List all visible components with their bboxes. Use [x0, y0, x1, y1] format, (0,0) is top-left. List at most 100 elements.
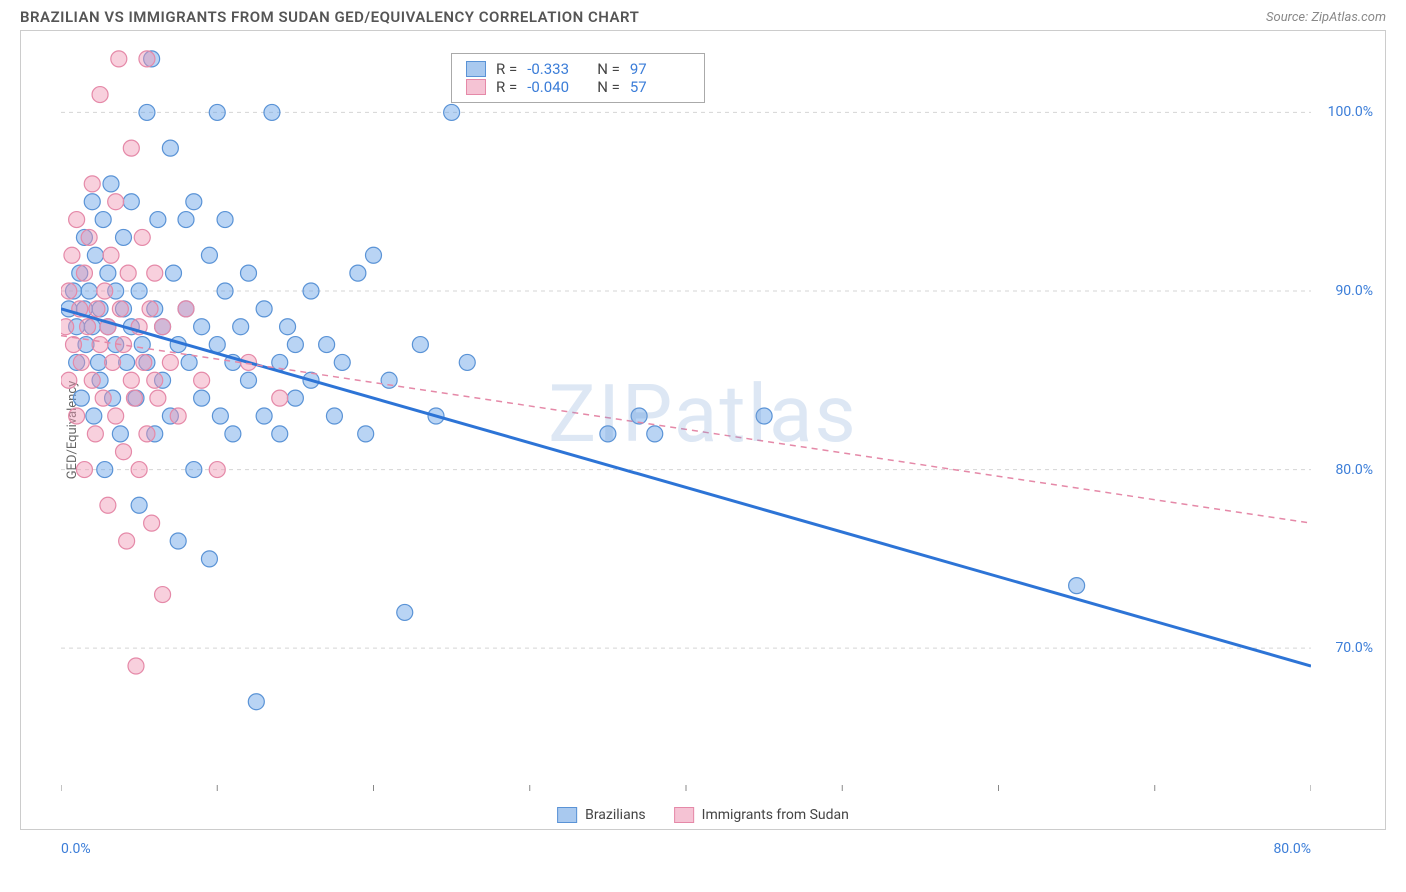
chart-title: BRAZILIAN VS IMMIGRANTS FROM SUDAN GED/E…	[20, 8, 639, 26]
scatter-point	[201, 247, 217, 263]
legend-item: Immigrants from Sudan	[674, 807, 849, 823]
scatter-point	[647, 426, 663, 442]
scatter-point	[81, 283, 97, 299]
scatter-point	[61, 283, 77, 299]
scatter-point	[131, 462, 147, 478]
scatter-point	[147, 372, 163, 388]
scatter-point	[264, 104, 280, 120]
scatter-point	[170, 408, 186, 424]
scatter-point	[209, 104, 225, 120]
scatter-point	[459, 354, 475, 370]
scatter-point	[81, 229, 97, 245]
scatter-point	[100, 265, 116, 281]
trend-line	[61, 309, 1311, 666]
scatter-point	[108, 408, 124, 424]
scatter-point	[100, 497, 116, 513]
scatter-point	[248, 694, 264, 710]
scatter-point	[194, 390, 210, 406]
scatter-point	[139, 51, 155, 67]
n-value: 97	[630, 60, 690, 78]
scatter-point	[194, 372, 210, 388]
scatter-point	[150, 390, 166, 406]
scatter-point	[256, 301, 272, 317]
scatter-point	[287, 337, 303, 353]
legend-label: Brazilians	[585, 807, 646, 823]
scatter-point	[181, 354, 197, 370]
scatter-point	[319, 337, 335, 353]
scatter-point	[241, 372, 257, 388]
scatter-point	[366, 247, 382, 263]
scatter-point	[73, 354, 89, 370]
scatter-point	[212, 408, 228, 424]
scatter-point	[92, 87, 108, 103]
scatter-point	[756, 408, 772, 424]
y-tick-label: 90.0%	[1335, 283, 1373, 299]
scatter-point	[95, 212, 111, 228]
r-value: -0.333	[527, 60, 587, 78]
scatter-point	[233, 319, 249, 335]
scatter-point	[170, 533, 186, 549]
trend-line	[61, 336, 1311, 523]
legend-swatch	[466, 61, 486, 77]
scatter-point	[136, 354, 152, 370]
scatter-point	[108, 194, 124, 210]
scatter-point	[86, 408, 102, 424]
scatter-point	[194, 319, 210, 335]
legend-label: Immigrants from Sudan	[702, 807, 849, 823]
scatter-point	[155, 587, 171, 603]
scatter-point	[105, 354, 121, 370]
scatter-point	[280, 319, 296, 335]
legend-item: Brazilians	[557, 807, 646, 823]
scatter-point	[89, 301, 105, 317]
scatter-point	[209, 462, 225, 478]
scatter-point	[69, 212, 85, 228]
scatter-point	[84, 176, 100, 192]
scatter-point	[116, 229, 132, 245]
scatter-point	[103, 247, 119, 263]
scatter-point	[84, 194, 100, 210]
scatter-point	[147, 265, 163, 281]
scatter-point	[358, 426, 374, 442]
scatter-point	[178, 301, 194, 317]
scatter-point	[272, 390, 288, 406]
chart-container: GED/Equivalency ZIPatlas R =-0.333N =97R…	[20, 30, 1386, 830]
scatter-point	[256, 408, 272, 424]
stats-legend-box: R =-0.333N =97R =-0.040N =57	[451, 53, 705, 103]
scatter-point	[128, 658, 144, 674]
scatter-point	[111, 51, 127, 67]
scatter-point	[76, 462, 92, 478]
scatter-point	[225, 426, 241, 442]
scatter-point	[87, 426, 103, 442]
scatter-point	[131, 283, 147, 299]
scatter-point	[112, 301, 128, 317]
scatter-point	[631, 408, 647, 424]
scatter-point	[139, 426, 155, 442]
scatter-point	[155, 319, 171, 335]
scatter-point	[61, 372, 77, 388]
scatter-point	[186, 462, 202, 478]
scatter-point	[131, 497, 147, 513]
scatter-point	[61, 319, 74, 335]
scatter-point	[303, 283, 319, 299]
scatter-point	[272, 426, 288, 442]
scatter-point	[144, 515, 160, 531]
scatter-point	[139, 104, 155, 120]
n-value: 57	[630, 78, 690, 96]
x-tick-label: 0.0%	[61, 841, 91, 857]
n-label: N =	[597, 60, 620, 78]
scatter-point	[186, 194, 202, 210]
scatter-point	[334, 354, 350, 370]
scatter-point	[287, 390, 303, 406]
scatter-point	[150, 212, 166, 228]
scatter-point	[241, 265, 257, 281]
scatter-point	[209, 337, 225, 353]
scatter-point	[162, 140, 178, 156]
scatter-point	[326, 408, 342, 424]
scatter-point	[92, 337, 108, 353]
scatter-point	[1069, 578, 1085, 594]
scatter-point	[217, 212, 233, 228]
scatter-point	[162, 354, 178, 370]
scatter-point	[64, 247, 80, 263]
scatter-point	[412, 337, 428, 353]
scatter-point	[97, 283, 113, 299]
